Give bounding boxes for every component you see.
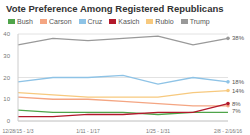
svg-text:1/25 - 1/31: 1/25 - 1/31	[146, 128, 170, 134]
svg-text:2/8 - 2/16/16: 2/8 - 2/16/16	[214, 128, 242, 134]
svg-text:20: 20	[8, 75, 11, 81]
html-text:Rubio: Rubio	[155, 18, 174, 25]
svg-text:7%: 7%	[232, 108, 241, 114]
svg-text:8%: 8%	[232, 101, 241, 107]
html-text:Cruz: Cruz	[87, 18, 103, 25]
svg-text:14%: 14%	[232, 88, 242, 94]
svg-text:38%: 38%	[232, 35, 242, 41]
html-text:Vote Preference Among Register: Vote Preference Among Registered Republi…	[6, 3, 224, 14]
svg-text:0: 0	[8, 118, 11, 124]
svg-text:10: 10	[8, 96, 11, 102]
svg-text:1/11 - 1/17: 1/11 - 1/17	[76, 128, 100, 134]
html-text:Carson: Carson	[49, 18, 72, 25]
html-text:Bush: Bush	[17, 18, 33, 25]
svg-text:12/28/15 - 1/3: 12/28/15 - 1/3	[8, 128, 34, 134]
html-text:Kasich: Kasich	[118, 18, 140, 25]
svg-text:18%: 18%	[232, 79, 242, 85]
svg-text:30: 30	[8, 53, 11, 59]
html-text:Trump: Trump	[189, 18, 210, 25]
svg-text:40: 40	[8, 31, 11, 37]
